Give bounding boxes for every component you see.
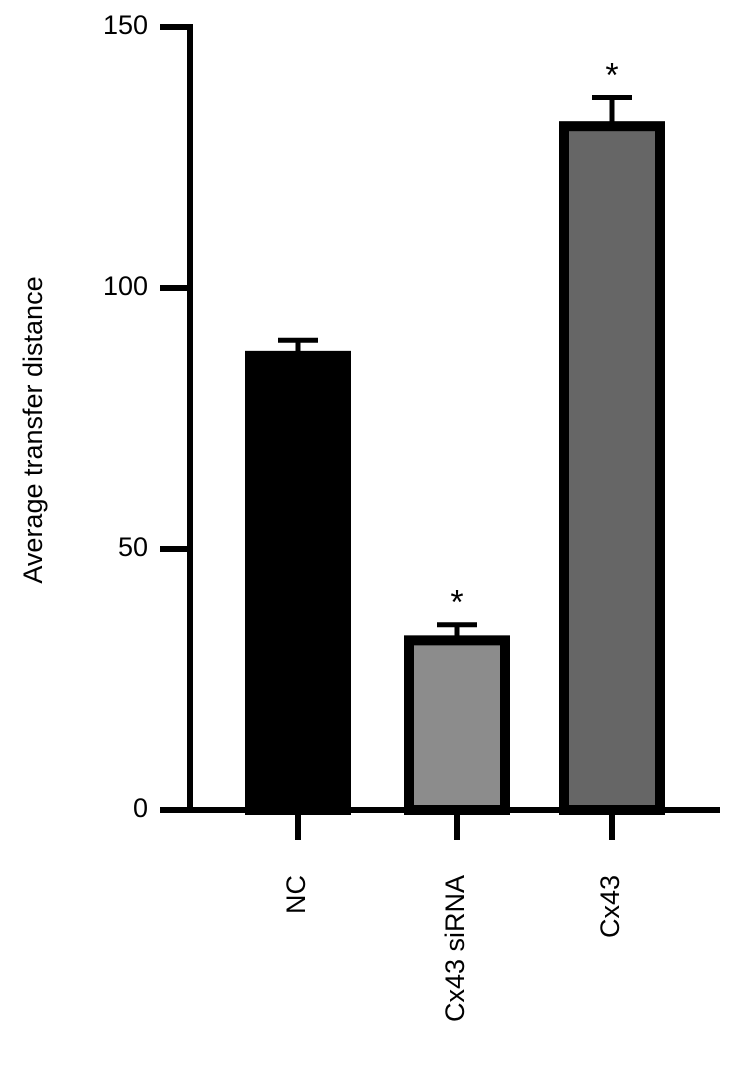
x-tick-label: Cx43 siRNA: [440, 875, 470, 1022]
bar: [404, 635, 510, 815]
bar: [245, 350, 351, 815]
y-axis-label: Average transfer distance: [18, 276, 48, 583]
x-tick-label: NC: [281, 875, 311, 914]
y-tick-label: 0: [133, 793, 148, 823]
y-tick-label: 50: [118, 532, 148, 562]
y-tick-label: 100: [103, 271, 148, 301]
significance-marker: *: [450, 584, 463, 622]
x-tick-label: Cx43: [595, 875, 625, 938]
y-tick-label: 150: [103, 10, 148, 40]
significance-marker: *: [605, 56, 618, 94]
bar: [559, 121, 665, 816]
